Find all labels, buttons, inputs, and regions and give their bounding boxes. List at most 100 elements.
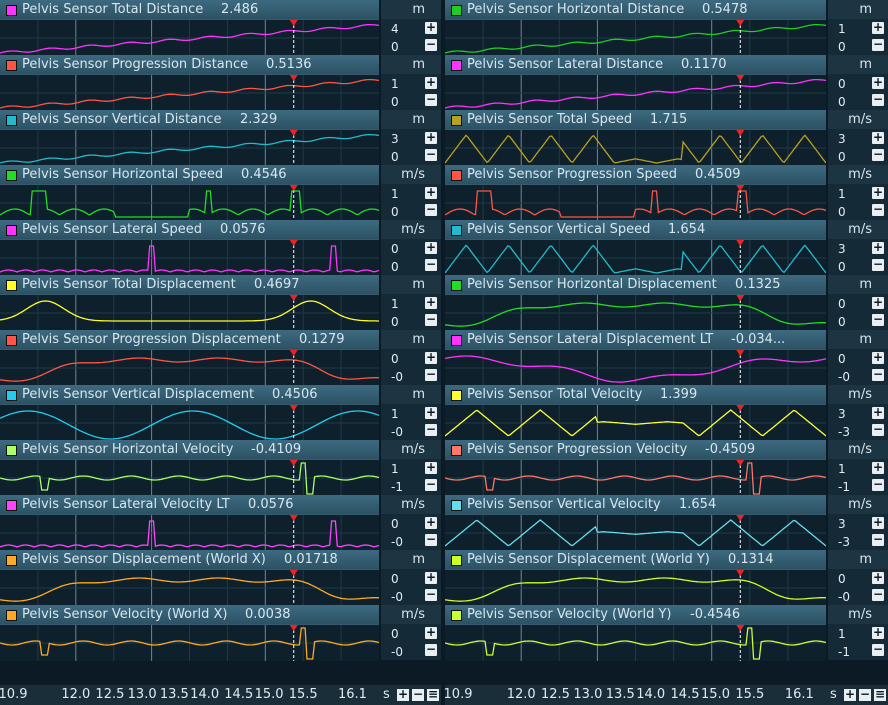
zoom-in-button[interactable]: +: [872, 625, 884, 639]
channel-header[interactable]: Pelvis Sensor Vertical Distance 2.329: [0, 110, 379, 129]
channel-plot[interactable]: [445, 74, 826, 111]
zoom-in-button[interactable]: +: [872, 460, 884, 474]
channel-color-swatch[interactable]: [6, 60, 17, 71]
zoom-out-button[interactable]: −: [425, 477, 437, 491]
zoom-out-button[interactable]: −: [425, 257, 437, 271]
channel-header[interactable]: Pelvis Sensor Total Distance 2.486: [0, 0, 379, 19]
channel-header[interactable]: Pelvis Sensor Total Velocity 1.399: [445, 385, 826, 404]
waveform-svg[interactable]: [445, 350, 826, 386]
zoom-in-button[interactable]: +: [425, 570, 437, 584]
channel-color-swatch[interactable]: [451, 390, 462, 401]
channel-color-swatch[interactable]: [6, 555, 17, 566]
waveform-svg[interactable]: [445, 460, 826, 496]
channel-color-swatch[interactable]: [6, 115, 17, 126]
zoom-out-button[interactable]: −: [872, 532, 884, 546]
zoom-out-button[interactable]: −: [425, 37, 437, 51]
zoom-out-button[interactable]: −: [872, 367, 884, 381]
channel-header[interactable]: Pelvis Sensor Vertical Speed 1.654: [445, 220, 826, 239]
channel-color-swatch[interactable]: [451, 60, 462, 71]
channel-panel[interactable]: Pelvis Sensor Progression Speed 0.4509 m/s…: [445, 165, 888, 221]
channel-panel[interactable]: Pelvis Sensor Vertical Distance 2.329 m 3 0 +…: [0, 110, 441, 166]
waveform-svg[interactable]: [445, 240, 826, 276]
channel-panel[interactable]: Pelvis Sensor Total Distance 2.486 m 4 0 + −: [0, 0, 441, 56]
waveform-svg[interactable]: [0, 240, 379, 276]
waveform-svg[interactable]: [445, 570, 826, 606]
channel-panel[interactable]: Pelvis Sensor Lateral Speed 0.0576 m/s 0 0 + −: [0, 220, 441, 276]
channel-panel[interactable]: Pelvis Sensor Total Velocity 1.399 m/s 3 -3 +…: [445, 385, 888, 441]
channel-header[interactable]: Pelvis Sensor Velocity (World Y) -0.4546: [445, 605, 826, 624]
channel-header[interactable]: Pelvis Sensor Vertical Velocity 1.654: [445, 495, 826, 514]
zoom-in-button[interactable]: +: [872, 130, 884, 144]
channel-plot[interactable]: [0, 129, 379, 166]
channel-header[interactable]: Pelvis Sensor Progression Distance 0.5136: [0, 55, 379, 74]
channel-plot[interactable]: [445, 239, 826, 276]
waveform-svg[interactable]: [445, 20, 826, 56]
waveform-svg[interactable]: [0, 75, 379, 111]
waveform-svg[interactable]: [0, 185, 379, 221]
channel-header[interactable]: Pelvis Sensor Displacement (World X) 0.01…: [0, 550, 379, 569]
time-axis-right[interactable]: 10.9 12.0 12.5 13.0 13.5 14.0 14.5 15.0 15.5 16.1…: [444, 685, 888, 705]
channel-plot[interactable]: [0, 404, 379, 441]
zoom-out-button[interactable]: −: [872, 477, 884, 491]
waveform-svg[interactable]: [0, 405, 379, 441]
zoom-in-button[interactable]: +: [872, 350, 884, 364]
channel-panel[interactable]: Pelvis Sensor Vertical Speed 1.654 m/s 3 0 + −: [445, 220, 888, 276]
zoom-in-button[interactable]: +: [425, 350, 437, 364]
channel-plot[interactable]: [445, 514, 826, 551]
channel-color-swatch[interactable]: [451, 610, 462, 621]
time-zoom-out-button[interactable]: −: [859, 687, 871, 701]
waveform-svg[interactable]: [0, 350, 379, 386]
channel-plot[interactable]: [445, 569, 826, 606]
channel-color-swatch[interactable]: [451, 500, 462, 511]
channel-plot[interactable]: [0, 294, 379, 331]
zoom-in-button[interactable]: +: [872, 405, 884, 419]
channel-panel[interactable]: Pelvis Sensor Lateral Displacement LT -0.…: [445, 330, 888, 386]
channel-header[interactable]: Pelvis Sensor Velocity (World X) 0.0038: [0, 605, 379, 624]
zoom-out-button[interactable]: −: [872, 312, 884, 326]
channel-header[interactable]: Pelvis Sensor Horizontal Displacement 0.1…: [445, 275, 826, 294]
channel-header[interactable]: Pelvis Sensor Progression Speed 0.4509: [445, 165, 826, 184]
channel-panel[interactable]: Pelvis Sensor Velocity (World Y) -0.4546 m…: [445, 605, 888, 661]
channel-header[interactable]: Pelvis Sensor Lateral Velocity LT 0.0576: [0, 495, 379, 514]
waveform-svg[interactable]: [445, 185, 826, 221]
zoom-out-button[interactable]: −: [425, 92, 437, 106]
channel-panel[interactable]: Pelvis Sensor Horizontal Displacement 0.1…: [445, 275, 888, 331]
zoom-in-button[interactable]: +: [425, 75, 437, 89]
zoom-in-button[interactable]: +: [425, 185, 437, 199]
channel-panel[interactable]: Pelvis Sensor Vertical Displacement 0.450…: [0, 385, 441, 441]
channel-header[interactable]: Pelvis Sensor Horizontal Speed 0.4546: [0, 165, 379, 184]
waveform-svg[interactable]: [0, 515, 379, 551]
channel-header[interactable]: Pelvis Sensor Displacement (World Y) 0.13…: [445, 550, 826, 569]
channel-color-swatch[interactable]: [451, 5, 462, 16]
waveform-svg[interactable]: [445, 515, 826, 551]
zoom-in-button[interactable]: +: [425, 515, 437, 529]
channel-color-swatch[interactable]: [6, 390, 17, 401]
zoom-in-button[interactable]: +: [425, 240, 437, 254]
zoom-in-button[interactable]: +: [872, 185, 884, 199]
zoom-out-button[interactable]: −: [425, 642, 437, 656]
channel-color-swatch[interactable]: [6, 335, 17, 346]
time-zoom-out-button[interactable]: −: [412, 687, 424, 701]
channel-panel[interactable]: Pelvis Sensor Horizontal Velocity -0.4109…: [0, 440, 441, 496]
zoom-out-button[interactable]: −: [872, 642, 884, 656]
zoom-out-button[interactable]: −: [872, 587, 884, 601]
channel-plot[interactable]: [0, 624, 379, 661]
channel-plot[interactable]: [0, 569, 379, 606]
channel-panel[interactable]: Pelvis Sensor Total Speed 1.715 m/s 3 0 + −: [445, 110, 888, 166]
zoom-in-button[interactable]: +: [872, 295, 884, 309]
zoom-in-button[interactable]: +: [425, 405, 437, 419]
zoom-out-button[interactable]: −: [425, 312, 437, 326]
channel-color-swatch[interactable]: [6, 500, 17, 511]
zoom-out-button[interactable]: −: [872, 202, 884, 216]
channel-header[interactable]: Pelvis Sensor Horizontal Velocity -0.4109: [0, 440, 379, 459]
channel-panel[interactable]: Pelvis Sensor Progression Velocity -0.450…: [445, 440, 888, 496]
channel-header[interactable]: Pelvis Sensor Horizontal Distance 0.5478: [445, 0, 826, 19]
channel-plot[interactable]: [0, 459, 379, 496]
waveform-svg[interactable]: [445, 625, 826, 661]
waveform-svg[interactable]: [445, 75, 826, 111]
channel-plot[interactable]: [445, 294, 826, 331]
channel-color-swatch[interactable]: [451, 445, 462, 456]
waveform-svg[interactable]: [0, 460, 379, 496]
zoom-out-button[interactable]: −: [872, 422, 884, 436]
zoom-in-button[interactable]: +: [425, 625, 437, 639]
